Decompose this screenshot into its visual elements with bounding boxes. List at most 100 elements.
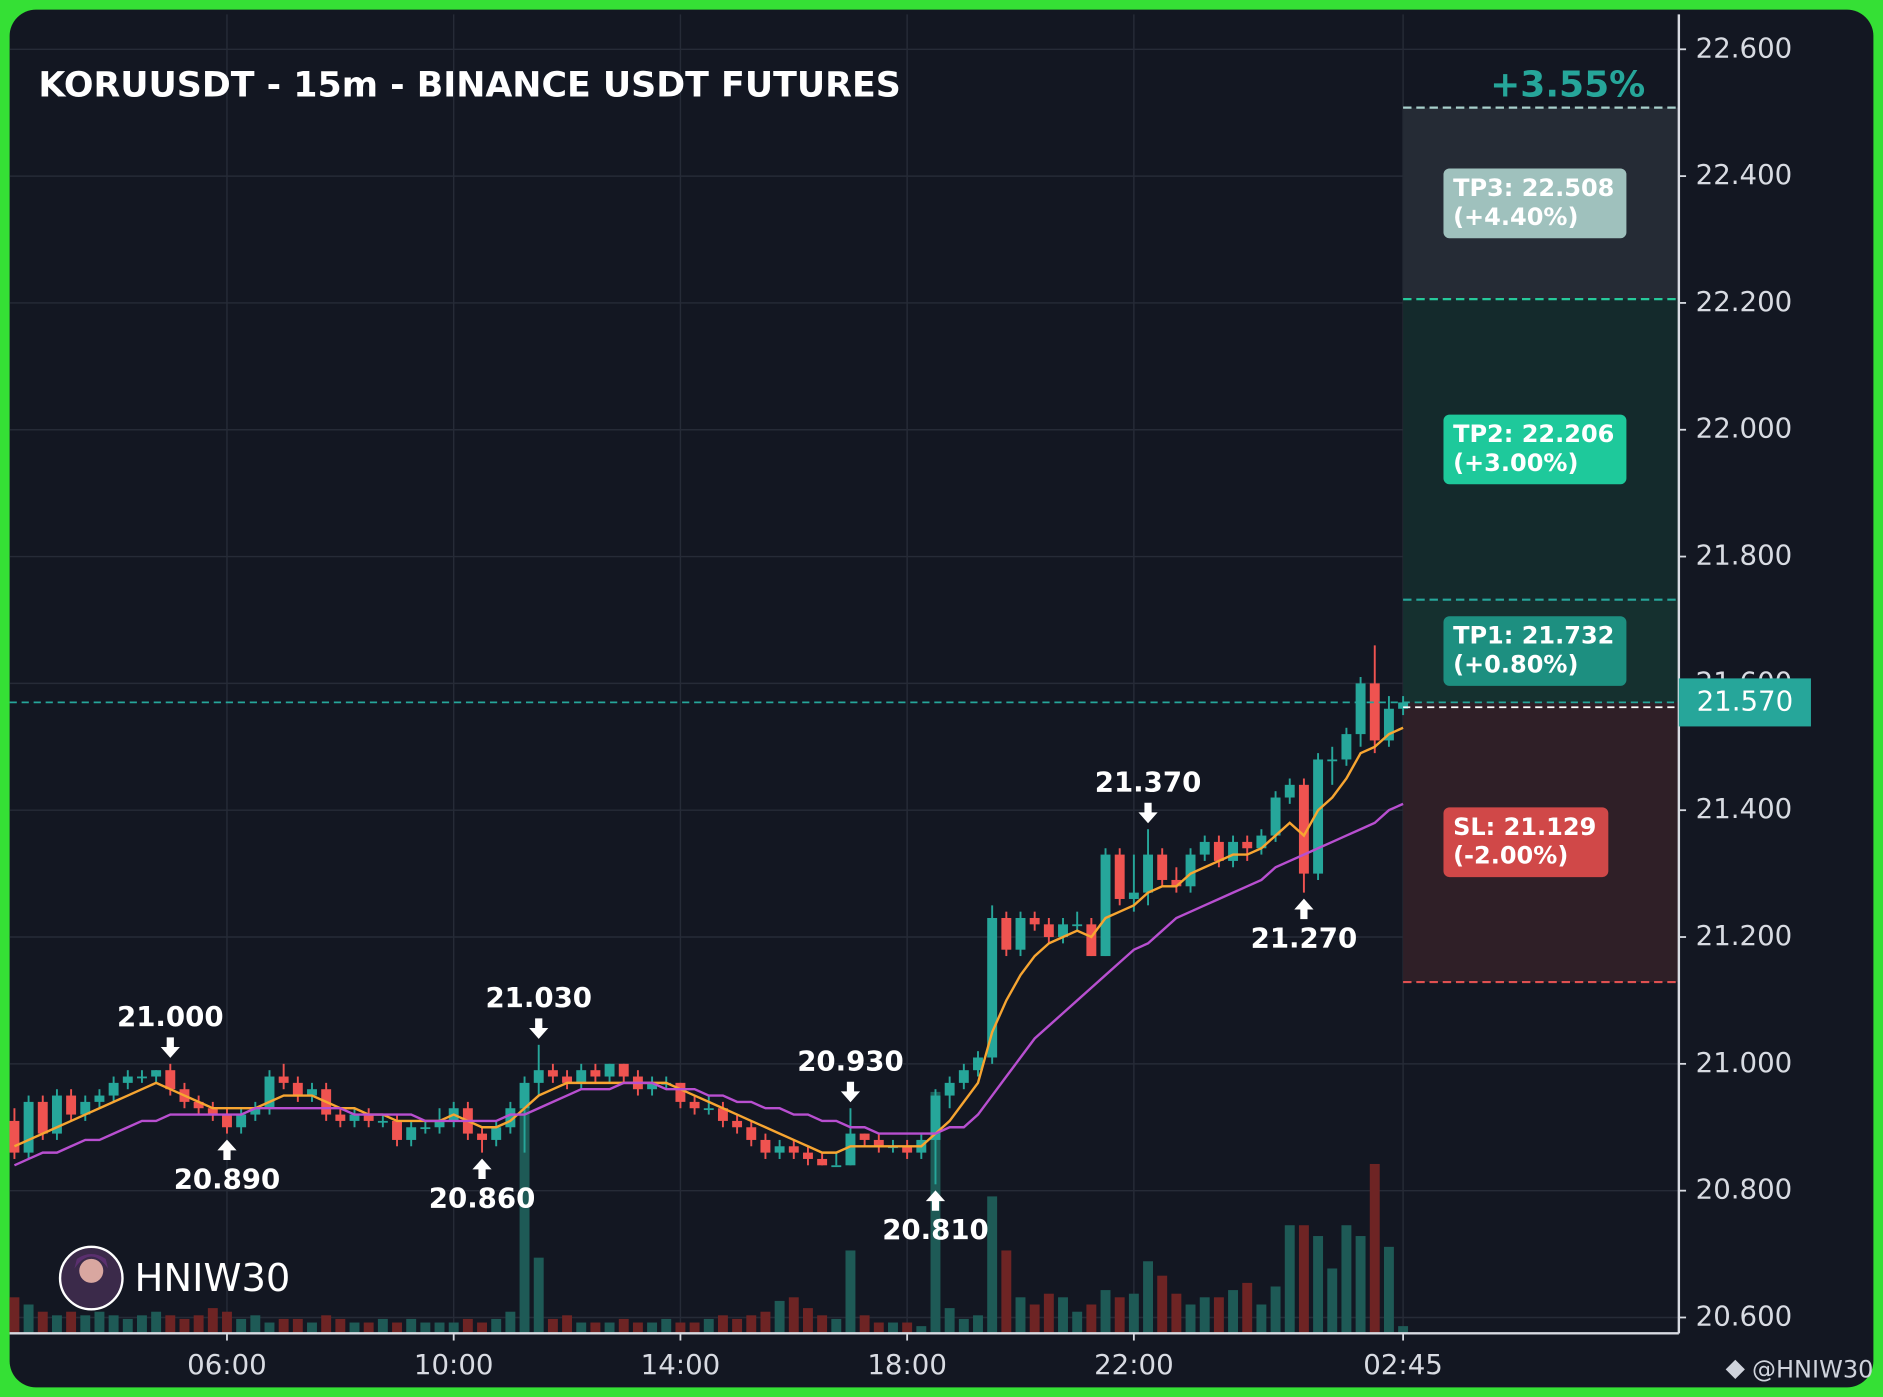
candle-body: [236, 1114, 247, 1128]
high-label: 21.030: [485, 981, 592, 1014]
volume-bar: [958, 1318, 969, 1334]
volume-bar: [236, 1318, 247, 1334]
volume-bar: [250, 1315, 261, 1334]
volume-bar: [973, 1315, 983, 1334]
plot-layer: TP3: 22.508(+4.40%) TP2: 22.206(+3.00%) TP…: [9, 14, 1811, 1381]
volume-bar: [873, 1322, 884, 1334]
volume-bar: [1256, 1304, 1267, 1334]
candle-body: [1143, 854, 1153, 893]
candle-body: [902, 1146, 913, 1153]
candle-body: [958, 1070, 969, 1083]
candle-body: [1001, 918, 1012, 950]
volume-bar: [349, 1322, 360, 1334]
volume-bar: [136, 1315, 147, 1334]
volume-bar: [420, 1322, 431, 1334]
volume-bar: [1043, 1293, 1054, 1334]
candle-body: [1029, 918, 1040, 925]
y-tick-label: 21.000: [1696, 1046, 1793, 1079]
candle-body: [802, 1152, 813, 1159]
high-label: 20.930: [797, 1045, 904, 1078]
volume-bar: [717, 1315, 728, 1334]
volume-bar: [23, 1304, 34, 1334]
volume-bar: [1355, 1236, 1366, 1334]
candle-body: [94, 1095, 105, 1102]
volume-bar: [562, 1315, 573, 1334]
level-label: TP3: 22.508: [1453, 174, 1614, 202]
volume-bar: [590, 1322, 601, 1334]
candle-body: [1100, 854, 1111, 957]
volume-bar: [576, 1322, 587, 1334]
candle-body: [1213, 841, 1224, 861]
level-label-box: [1443, 807, 1609, 878]
volume-bar: [1185, 1304, 1196, 1334]
candle-body: [1228, 841, 1239, 861]
high-arrow: [1138, 802, 1158, 824]
volume-bar: [505, 1311, 516, 1334]
candle-body: [363, 1114, 374, 1121]
avatar-face: [79, 1258, 104, 1283]
candle-body: [377, 1120, 388, 1123]
candle-body: [859, 1133, 870, 1140]
volume-bar: [94, 1311, 105, 1334]
volume-bar: [1199, 1297, 1210, 1334]
candle-body: [562, 1076, 573, 1083]
volume-bar: [1270, 1286, 1281, 1334]
volume-bar: [1058, 1297, 1068, 1334]
volume-bar: [363, 1322, 374, 1334]
volume-bar: [859, 1315, 870, 1334]
candle-body: [392, 1120, 402, 1140]
change-label: +3.55%: [1490, 64, 1645, 105]
volume-bar: [66, 1311, 77, 1334]
candle-body: [1355, 683, 1366, 735]
volume-bar: [760, 1311, 771, 1334]
candle-body: [1086, 924, 1097, 957]
volume-bar: [689, 1322, 700, 1334]
current-price-tag: [1678, 678, 1811, 727]
candle-body: [122, 1076, 133, 1083]
candle-body: [1015, 918, 1026, 950]
candle-body: [335, 1114, 346, 1121]
candle-body: [292, 1082, 303, 1096]
candle-body: [590, 1070, 601, 1077]
candle-body: [1298, 784, 1309, 874]
low-arrow: [925, 1190, 946, 1211]
candle-body: [831, 1165, 842, 1168]
volume-bar: [618, 1318, 629, 1334]
x-tick-label: 02:45: [1363, 1348, 1443, 1381]
volume-bar: [151, 1311, 162, 1334]
candle-body: [732, 1120, 743, 1128]
volume-bar: [377, 1318, 388, 1334]
y-tick-label: 22.600: [1696, 31, 1793, 64]
volume-bar: [774, 1300, 785, 1334]
y-tick-label: 21.400: [1696, 792, 1793, 825]
candle-body: [760, 1139, 771, 1153]
watermark-text: HNIW30: [135, 1256, 291, 1301]
candle-body: [193, 1101, 204, 1109]
volume-bar: [9, 1297, 20, 1334]
moving-average-line: [13, 802, 1404, 1167]
candle-body: [1072, 924, 1083, 927]
candle-body: [1199, 841, 1210, 855]
candle-body: [1313, 759, 1324, 874]
volume-bar: [1242, 1282, 1253, 1334]
candle-body: [136, 1076, 147, 1079]
volume-bar: [788, 1297, 799, 1334]
candle-body: [434, 1120, 445, 1128]
volume-bar: [462, 1318, 473, 1334]
low-label: 20.890: [174, 1162, 281, 1195]
volume-bar: [547, 1318, 558, 1334]
volume-bar: [632, 1322, 643, 1334]
candle-body: [1341, 734, 1352, 760]
candle-body: [37, 1101, 48, 1134]
candle-body: [930, 1095, 941, 1140]
candle-body: [1185, 854, 1196, 887]
candle-body: [1157, 854, 1168, 880]
candle-body: [703, 1108, 714, 1111]
volume-bar: [1341, 1225, 1352, 1334]
candle-body: [264, 1076, 275, 1109]
candle-body: [477, 1133, 487, 1140]
level-label-box: [1443, 616, 1627, 686]
low-arrow: [472, 1158, 492, 1180]
high-label: 21.000: [117, 1000, 224, 1033]
